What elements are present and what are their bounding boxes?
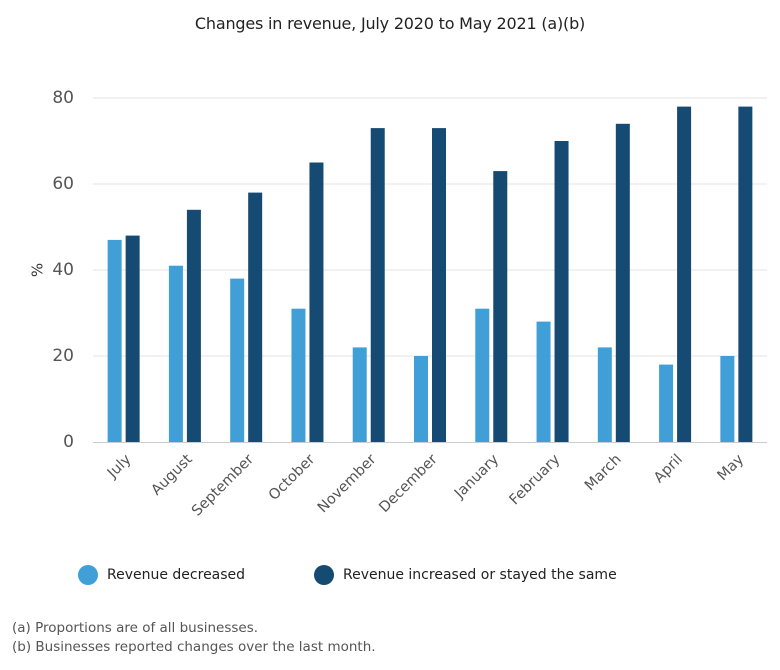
legend-swatch-dark-blue-icon <box>314 565 334 585</box>
legend: Revenue decreased Revenue increased or s… <box>0 565 780 591</box>
bar-revenue-decreased-october <box>291 308 306 442</box>
bar-revenue-increased-november <box>370 128 385 442</box>
x-tick-label: August <box>149 451 196 498</box>
bar-revenue-increased-april <box>677 106 692 442</box>
y-tick-label: 0 <box>63 432 74 452</box>
x-tick-label: July <box>104 451 135 482</box>
footnote-a: (a) Proportions are of all businesses. <box>12 620 259 636</box>
x-tick-label: December <box>376 451 441 516</box>
bar-revenue-increased-september <box>248 192 263 442</box>
legend-item-revenue-decreased[interactable]: Revenue decreased <box>78 565 245 585</box>
legend-item-revenue-increased[interactable]: Revenue increased or stayed the same <box>314 565 617 585</box>
footnote-b: (b) Businesses reported changes over the… <box>12 639 376 655</box>
bar-revenue-decreased-july <box>107 239 122 442</box>
gridlines <box>93 97 767 357</box>
bar-revenue-increased-december <box>432 128 446 442</box>
x-tick-label: March <box>582 452 625 495</box>
bar-revenue-decreased-april <box>659 364 674 442</box>
bar-revenue-decreased-january <box>475 308 490 442</box>
bar-revenue-decreased-november <box>352 347 367 442</box>
bars <box>107 106 753 443</box>
bar-revenue-increased-march <box>615 123 630 443</box>
bar-revenue-increased-july <box>125 235 140 442</box>
x-tick-label: November <box>315 451 380 516</box>
bar-revenue-increased-january <box>493 171 508 442</box>
bar-revenue-decreased-february <box>536 321 551 442</box>
y-tick-label: 20 <box>52 346 74 366</box>
bar-revenue-increased-october <box>309 162 324 442</box>
bar-revenue-increased-february <box>554 141 569 442</box>
x-tick-label: May <box>715 451 748 484</box>
y-axis-label: % <box>29 263 47 277</box>
bar-revenue-decreased-march <box>597 347 612 442</box>
legend-label: Revenue decreased <box>107 567 246 583</box>
footnotes: (a) Proportions are of all businesses. (… <box>12 619 376 657</box>
x-tick-label: February <box>507 451 564 508</box>
x-tick-label: September <box>189 451 257 519</box>
x-tick-label: April <box>651 452 686 487</box>
chart-title: Changes in revenue, July 2020 to May 202… <box>194 14 586 33</box>
y-tick-label: 40 <box>52 260 74 280</box>
y-axis-ticks: 0 20 40 60 80 <box>52 88 74 452</box>
legend-swatch-light-blue-icon <box>78 565 98 585</box>
bar-revenue-decreased-september <box>230 278 245 442</box>
y-tick-label: 80 <box>52 88 74 108</box>
bar-revenue-increased-may <box>738 106 753 442</box>
x-tick-label: October <box>266 451 318 503</box>
legend-label: Revenue increased or stayed the same <box>343 567 617 583</box>
bar-revenue-decreased-may <box>720 356 735 442</box>
x-tick-label: January <box>451 451 502 502</box>
bar-revenue-decreased-august <box>168 265 183 442</box>
bar-revenue-decreased-december <box>414 356 428 442</box>
y-tick-label: 60 <box>52 174 74 194</box>
bar-revenue-increased-august <box>186 209 201 442</box>
